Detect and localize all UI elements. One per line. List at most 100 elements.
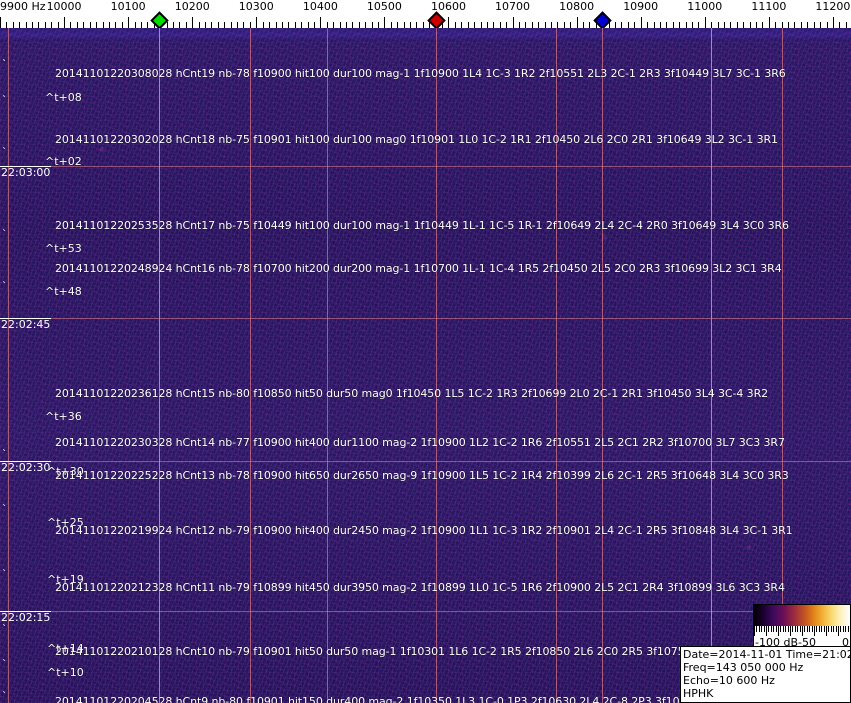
echo-time-offset-mark: ^t+14 xyxy=(47,642,84,655)
freq-tick-major xyxy=(64,17,66,28)
freq-tick-minor xyxy=(313,22,315,28)
freq-tick-minor xyxy=(416,22,418,28)
edge-tick-mark: ` xyxy=(2,59,7,70)
freq-tick-minor xyxy=(538,22,540,28)
spectrogram-canvas[interactable]: 22:03:00 22:02:45 22:02:30 22:02:15 ` ` ` ` ` ` ` `… xyxy=(0,28,851,703)
freq-tick-minor xyxy=(326,22,328,28)
echo-record-line: 20141101220212328 hCnt11 nb-79 f10899 hi… xyxy=(55,581,785,594)
freq-tick-major xyxy=(384,17,386,28)
freq-axis-label: 10400 xyxy=(302,0,338,13)
echo-time-offset-mark: ^t+25 xyxy=(47,516,84,529)
freq-tick-minor xyxy=(179,22,181,28)
freq-tick-minor xyxy=(563,22,565,28)
freq-tick-minor xyxy=(756,22,758,28)
colorbar-tick xyxy=(773,626,775,632)
echo-record-line: 20141101220219924 hCnt12 nb-79 f10900 hi… xyxy=(55,524,793,537)
freq-tick-minor xyxy=(634,22,636,28)
freq-tick-minor xyxy=(211,22,213,28)
freq-tick-major xyxy=(192,17,194,28)
freq-tick-minor xyxy=(333,22,335,28)
edge-tick-mark: ` xyxy=(2,504,7,515)
freq-tick-minor xyxy=(345,22,347,28)
freq-tick-minor xyxy=(429,22,431,28)
colorbar-tick xyxy=(787,626,789,632)
echo-record-line: 20141101220248924 hCnt16 nb-78 f10700 hi… xyxy=(55,262,782,275)
freq-tick-minor xyxy=(583,22,585,28)
freq-tick-minor xyxy=(788,22,790,28)
colorbar-tick xyxy=(833,626,835,632)
edge-tick-mark: ` xyxy=(2,659,7,670)
freq-tick-minor xyxy=(25,22,27,28)
colorbar-tick xyxy=(823,626,825,632)
freq-tick-minor xyxy=(518,22,520,28)
freq-tick-minor xyxy=(698,22,700,28)
freq-axis-label: 10800 xyxy=(559,0,595,13)
freq-tick-minor xyxy=(800,22,802,28)
colorbar-tick xyxy=(758,626,760,632)
freq-axis-label: 10200 xyxy=(174,0,210,13)
colorbar-tick xyxy=(763,626,765,632)
time-gridline xyxy=(0,318,851,319)
colorbar-mid-label: -50 xyxy=(798,636,816,649)
frequency-axis: 9900 Hz 10000 10100 10200 10300 10400 10500 106… xyxy=(0,0,851,30)
freq-tick-minor xyxy=(89,22,91,28)
edge-tick-mark: ` xyxy=(2,281,7,292)
freq-tick-minor xyxy=(493,22,495,28)
carrier-vertical-line xyxy=(602,28,604,703)
colorbar-tick xyxy=(794,626,796,632)
freq-tick-major xyxy=(256,17,258,28)
freq-tick-minor xyxy=(294,22,296,28)
echo-record-line: 20141101220225228 hCnt13 nb-78 f10900 hi… xyxy=(55,469,789,482)
freq-tick-minor xyxy=(83,22,85,28)
time-axis-label: 22:02:15 xyxy=(0,611,52,624)
carrier-vertical-line xyxy=(781,28,783,703)
colorbar-tick xyxy=(754,626,755,636)
colorbar-tick xyxy=(804,626,806,632)
freq-tick-minor xyxy=(249,22,251,28)
freq-tick-minor xyxy=(723,22,725,28)
freq-tick-minor xyxy=(679,22,681,28)
colorbar-labels: -100 dB -50 0 xyxy=(754,636,850,649)
freq-tick-minor xyxy=(807,22,809,28)
edge-tick-mark: ` xyxy=(2,147,7,158)
freq-axis-label: 10900 xyxy=(623,0,659,13)
freq-tick-minor xyxy=(467,22,469,28)
freq-tick-minor xyxy=(12,22,14,28)
freq-tick-minor xyxy=(794,22,796,28)
freq-tick-minor xyxy=(121,22,123,28)
info-freq: Freq=143 050 000 Hz xyxy=(683,661,804,674)
freq-tick-minor xyxy=(217,22,219,28)
freq-tick-minor xyxy=(352,22,354,28)
carrier-vertical-line xyxy=(158,28,160,703)
freq-tick-minor xyxy=(608,22,610,28)
carrier-vertical-line xyxy=(327,28,329,703)
echo-time-offset-mark: ^t+08 xyxy=(45,91,82,104)
echo-record-line: 20141101220253528 hCnt17 nb-75 f10449 hi… xyxy=(55,219,789,232)
edge-tick-mark: ` xyxy=(2,449,7,460)
freq-tick-minor xyxy=(762,22,764,28)
echo-time-offset-mark: ^t+48 xyxy=(45,285,82,298)
freq-tick-minor xyxy=(551,22,552,28)
freq-tick-minor xyxy=(44,22,46,28)
colorbar-min-label: -100 dB xyxy=(755,636,798,649)
freq-tick-minor xyxy=(595,22,597,28)
freq-tick-minor xyxy=(307,22,309,28)
freq-tick-minor xyxy=(711,22,713,28)
time-gridline xyxy=(0,461,851,462)
carrier-vertical-line xyxy=(7,28,9,703)
edge-tick-mark: ` xyxy=(2,569,7,580)
freq-tick-minor xyxy=(422,22,424,28)
colorbar-tick xyxy=(766,626,767,636)
colorbar-tick xyxy=(816,626,818,632)
info-box: Date=2014-11-01 Time=21:02 UTC Freq=143 … xyxy=(680,646,851,703)
colorbar-tick xyxy=(821,626,823,632)
echo-time-offset-mark: ^t+53 xyxy=(45,242,82,255)
freq-tick-minor xyxy=(480,22,482,28)
freq-tick-minor xyxy=(570,22,572,28)
freq-tick-minor xyxy=(269,22,271,28)
freq-tick-minor xyxy=(108,22,110,28)
freq-tick-major xyxy=(768,17,770,28)
freq-axis-label: 10500 xyxy=(366,0,402,13)
freq-tick-minor xyxy=(615,22,617,28)
freq-tick-minor xyxy=(19,22,21,28)
